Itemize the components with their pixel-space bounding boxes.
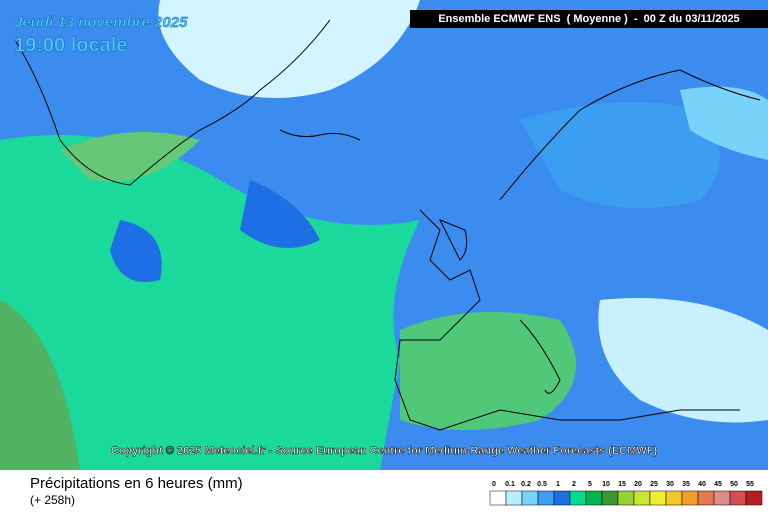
legend-label: 2: [572, 481, 576, 488]
legend-swatch: [569, 490, 587, 506]
legend-label: 10: [602, 481, 610, 488]
legend-swatch: [633, 490, 651, 506]
coastlines: [14, 19, 761, 431]
legend-swatch: [601, 490, 619, 506]
date-label: Jeudi 13 novembre 2025: [14, 14, 188, 31]
model-label: Ensemble ECMWF ENS ( Moyenne ) - 00 Z du…: [438, 13, 739, 25]
legend-swatch: [729, 490, 747, 506]
legend-swatch: [505, 490, 523, 506]
legend-swatch: [585, 490, 603, 506]
legend-label: 20: [634, 481, 642, 488]
legend-swatch: [649, 490, 667, 506]
copyright: Copyright © 2025 Meteociel.fr - Source E…: [111, 445, 658, 457]
legend-swatch: [489, 490, 507, 506]
legend-label: 25: [650, 481, 658, 488]
precip-areas: [0, 0, 768, 470]
legend-swatch: [665, 490, 683, 506]
legend-label: 1: [556, 481, 560, 488]
model-banner: [410, 10, 768, 28]
legend-swatch: [537, 490, 555, 506]
legend-label: 35: [682, 481, 690, 488]
footer-lead: (+ 258h): [30, 493, 75, 507]
legend-swatch: [553, 490, 571, 506]
legend-label: 15: [618, 481, 626, 488]
time-label: 19:00 locale: [14, 34, 127, 56]
legend-swatch: [713, 490, 731, 506]
legend-label: 5: [588, 481, 592, 488]
legend-swatch: [745, 490, 763, 506]
legend-label: 55: [746, 481, 754, 488]
legend-label: 30: [666, 481, 674, 488]
legend-label: 0: [492, 481, 496, 488]
legend-swatch: [617, 490, 635, 506]
legend: 0 0.1 0.2 0.5 1 2 5 10 15 20 25 30 35 40 45 50 55: [489, 481, 763, 506]
legend-label: 45: [714, 481, 722, 488]
legend-label: 40: [698, 481, 706, 488]
legend-swatch: [521, 490, 539, 506]
legend-swatch: [681, 490, 699, 506]
legend-label: 0.5: [537, 481, 547, 488]
legend-label: 50: [730, 481, 738, 488]
legend-swatch: [697, 490, 715, 506]
legend-label: 0.2: [521, 481, 531, 488]
footer-title: Précipitations en 6 heures (mm): [30, 475, 243, 492]
legend-label: 0.1: [505, 481, 515, 488]
